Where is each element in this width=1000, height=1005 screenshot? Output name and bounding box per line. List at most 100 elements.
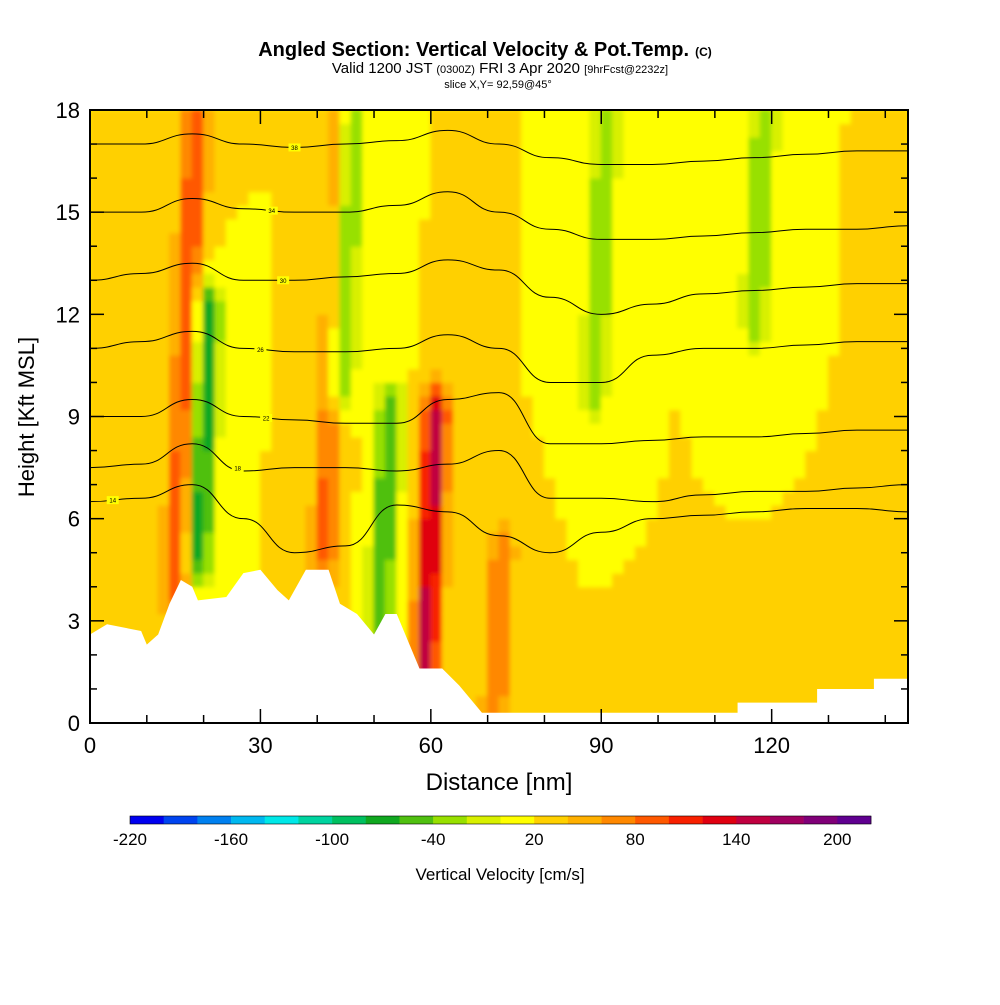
velocity-cell bbox=[180, 422, 193, 438]
velocity-cell bbox=[600, 668, 614, 683]
velocity-cell bbox=[487, 654, 500, 670]
velocity-cell bbox=[237, 477, 250, 492]
velocity-cell bbox=[703, 504, 716, 520]
velocity-cell bbox=[816, 245, 829, 261]
velocity-cell bbox=[362, 150, 375, 165]
velocity-cell bbox=[873, 272, 886, 288]
velocity-cell bbox=[566, 136, 580, 152]
velocity-cell bbox=[328, 463, 341, 479]
velocity-cell bbox=[884, 163, 898, 179]
colorbar-swatch bbox=[130, 816, 164, 824]
velocity-cell bbox=[203, 163, 216, 179]
velocity-cell bbox=[498, 150, 511, 165]
velocity-cell bbox=[316, 354, 330, 370]
velocity-cell bbox=[475, 286, 489, 302]
velocity-cell bbox=[646, 490, 659, 506]
velocity-cell bbox=[180, 368, 193, 383]
velocity-cell bbox=[827, 232, 841, 247]
velocity-cell bbox=[430, 559, 443, 574]
velocity-cell bbox=[725, 518, 739, 533]
velocity-cell bbox=[543, 245, 557, 261]
velocity-cell bbox=[725, 450, 739, 465]
velocity-cell bbox=[805, 436, 818, 452]
velocity-cell bbox=[634, 490, 648, 506]
velocity-cell bbox=[498, 477, 511, 492]
velocity-cell bbox=[555, 150, 568, 165]
velocity-cell bbox=[123, 422, 136, 438]
velocity-cell bbox=[521, 531, 534, 547]
velocity-cell bbox=[725, 191, 739, 206]
velocity-cell bbox=[407, 150, 420, 165]
velocity-cell bbox=[771, 272, 784, 288]
velocity-cell bbox=[475, 272, 489, 288]
velocity-cell bbox=[112, 531, 125, 547]
velocity-cell bbox=[430, 368, 443, 383]
velocity-cell bbox=[668, 654, 682, 670]
velocity-cell bbox=[509, 613, 523, 629]
velocity-cell bbox=[668, 559, 682, 574]
velocity-cell bbox=[475, 259, 489, 274]
velocity-cell bbox=[884, 313, 898, 329]
velocity-cell bbox=[759, 123, 773, 138]
velocity-cell bbox=[600, 163, 614, 179]
velocity-cell bbox=[873, 654, 886, 670]
velocity-cell bbox=[555, 163, 568, 179]
velocity-cell bbox=[805, 354, 818, 370]
velocity-cell bbox=[884, 490, 898, 506]
velocity-cell bbox=[793, 477, 807, 492]
velocity-cell bbox=[646, 668, 659, 683]
velocity-cell bbox=[657, 286, 670, 302]
velocity-cell bbox=[725, 531, 739, 547]
velocity-cell bbox=[532, 313, 545, 329]
velocity-cell bbox=[725, 123, 739, 138]
velocity-cell bbox=[634, 613, 648, 629]
velocity-cell bbox=[271, 545, 284, 561]
velocity-cell bbox=[896, 627, 908, 642]
velocity-cell bbox=[680, 586, 693, 601]
velocity-cell bbox=[225, 136, 239, 152]
velocity-cell bbox=[884, 327, 898, 343]
velocity-cell bbox=[623, 204, 636, 220]
velocity-cell bbox=[839, 654, 852, 670]
velocity-cell bbox=[566, 259, 580, 274]
velocity-cell bbox=[850, 300, 864, 315]
y-tick-label: 18 bbox=[56, 98, 80, 123]
velocity-cell bbox=[691, 259, 704, 274]
velocity-cell bbox=[793, 354, 807, 370]
velocity-cell bbox=[827, 627, 841, 642]
velocity-cell bbox=[737, 204, 750, 220]
velocity-cell bbox=[668, 395, 682, 411]
velocity-cell bbox=[532, 191, 545, 206]
velocity-cell bbox=[873, 136, 886, 152]
velocity-cell bbox=[589, 531, 602, 547]
velocity-cell bbox=[748, 545, 761, 561]
velocity-cell bbox=[703, 531, 716, 547]
velocity-cell bbox=[396, 272, 409, 288]
velocity-cell bbox=[600, 504, 614, 520]
velocity-cell bbox=[668, 123, 682, 138]
velocity-cell bbox=[271, 559, 284, 574]
velocity-cell bbox=[725, 259, 739, 274]
velocity-cell bbox=[805, 668, 818, 683]
velocity-cell bbox=[464, 599, 477, 615]
velocity-cell bbox=[884, 463, 898, 479]
velocity-cell bbox=[214, 368, 227, 383]
velocity-cell bbox=[759, 259, 773, 274]
velocity-cell bbox=[896, 327, 908, 343]
velocity-cell bbox=[634, 204, 648, 220]
velocity-cell bbox=[214, 218, 227, 234]
velocity-cell bbox=[634, 559, 648, 574]
velocity-cell bbox=[589, 286, 602, 302]
velocity-cell bbox=[146, 150, 159, 165]
velocity-cell bbox=[453, 245, 466, 261]
velocity-cell bbox=[384, 436, 398, 452]
velocity-cell bbox=[191, 204, 205, 220]
velocity-cell bbox=[112, 163, 125, 179]
velocity-cell bbox=[896, 395, 908, 411]
velocity-cell bbox=[214, 341, 227, 356]
velocity-cell bbox=[248, 245, 261, 261]
velocity-cell bbox=[248, 395, 261, 411]
velocity-cell bbox=[373, 354, 386, 370]
velocity-cell bbox=[134, 436, 148, 452]
velocity-cell bbox=[123, 191, 136, 206]
